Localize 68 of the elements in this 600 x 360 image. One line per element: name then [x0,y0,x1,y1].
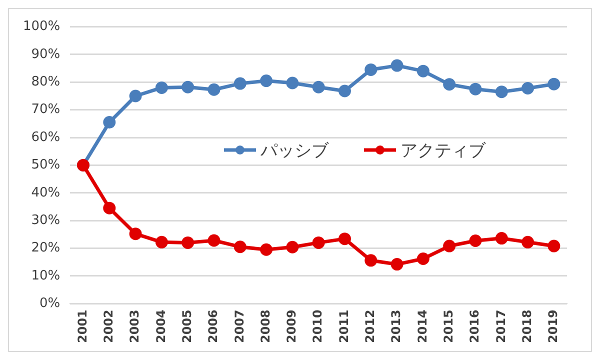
y-tick-label: 60% [31,130,60,145]
point [443,240,456,252]
x-tick-label: 2011 [336,310,351,344]
point [129,228,142,240]
y-tick-label: 30% [31,212,60,228]
point [182,80,194,94]
point [469,234,482,248]
point [522,82,534,94]
point [286,240,299,254]
point [338,84,351,98]
y-tick-label: 100% [22,19,60,34]
x-tick-label: 2009 [284,310,299,344]
x-tick-label: 2016 [468,310,482,344]
point [182,236,194,249]
point [208,83,220,96]
x-tick-label: 2001 [75,310,90,344]
y-tick-label: 20% [31,240,60,256]
point [103,116,116,129]
point [312,236,325,249]
y-tick-label: 50% [31,158,60,173]
point [548,240,560,252]
point [155,81,168,94]
point [390,59,404,72]
x-tick-label: 2002 [102,310,116,344]
x-tick-label: 2004 [154,310,168,344]
x-tick-label: 2014 [415,310,430,344]
point [548,78,560,90]
point [155,236,168,248]
x-tick-label: 2005 [180,310,194,344]
point [364,254,378,267]
x-tick-label: 2015 [441,310,456,344]
point [103,202,116,214]
point [260,243,273,256]
point [338,232,351,246]
legend-label: アクティブ [400,140,486,162]
point [234,77,246,90]
point [416,64,430,78]
point [286,76,299,90]
y-tick-label: 10% [31,268,60,284]
y-tick-label: 90% [31,46,60,62]
x-tick-label: 2010 [310,310,325,344]
y-tick-label: 40% [31,185,60,200]
point [469,82,482,96]
x-tick-label: 2018 [520,310,534,344]
y-tick-label: 70% [31,102,60,118]
point [495,232,508,245]
point [312,80,325,94]
point [495,86,508,98]
y-tick-label: 0% [40,296,60,311]
x-tick-label: 2012 [363,310,378,344]
x-tick-label: 2003 [128,310,142,344]
point [522,236,534,248]
point [234,240,246,254]
point [364,63,378,76]
point [208,234,220,247]
x-tick-label: 2007 [232,310,246,344]
x-tick-label: 2013 [389,310,404,344]
legend-label: パッシブ [260,140,329,162]
point [390,258,404,271]
point [129,90,142,102]
point [443,78,456,91]
x-tick-label: 2006 [206,310,220,344]
x-tick-label: 2017 [494,310,508,344]
y-tick-label: 80% [31,74,60,90]
point [260,74,273,88]
x-tick-label: 2008 [258,310,272,344]
point [416,252,430,266]
x-tick-label: 2019 [546,310,560,344]
